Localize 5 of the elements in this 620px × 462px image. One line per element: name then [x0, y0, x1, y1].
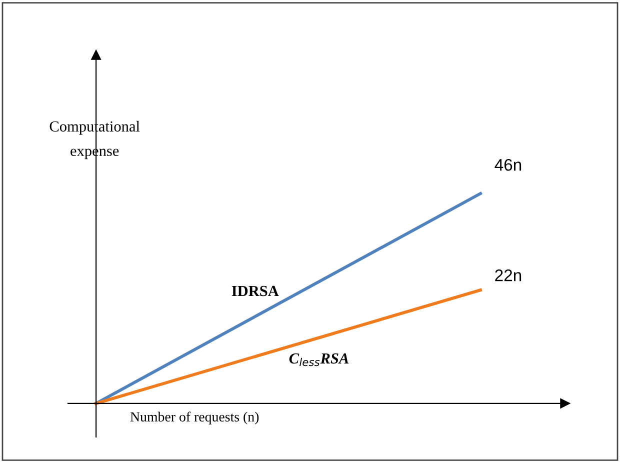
annotation: 22n — [495, 269, 522, 282]
x-axis-title: Number of requests (n) — [130, 412, 259, 424]
text: 46n — [494, 158, 522, 171]
series-label: IDRSA — [232, 286, 279, 296]
series-label: C$_{less}$RSA — [289, 353, 349, 366]
